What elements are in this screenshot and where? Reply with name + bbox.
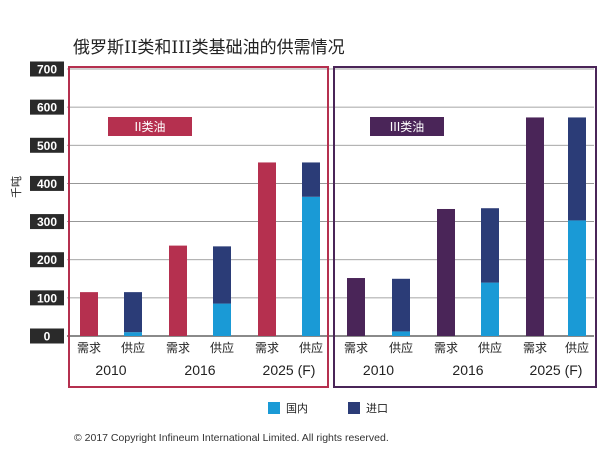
x-label-year: 2010 xyxy=(95,362,126,378)
supply-import-bar xyxy=(124,292,142,333)
group-tag xyxy=(370,117,444,136)
y-axis-label: 千吨 xyxy=(10,176,23,198)
x-label-demand: 需求 xyxy=(434,341,458,355)
y-tick-label: 200 xyxy=(37,253,57,267)
supply-domestic-bar xyxy=(392,331,410,336)
x-label-year: 2025 (F) xyxy=(263,362,316,378)
legend-label-domestic: 国内 xyxy=(286,402,308,415)
supply-domestic-bar xyxy=(568,220,586,336)
x-label-demand: 需求 xyxy=(166,341,190,355)
group-tag-label: III类油 xyxy=(390,120,425,134)
x-label-demand: 需求 xyxy=(77,341,101,355)
demand-bar xyxy=(169,245,187,336)
x-label-year: 2025 (F) xyxy=(530,362,583,378)
supply-import-bar xyxy=(392,278,410,332)
demand-bar xyxy=(437,208,455,336)
group-tag xyxy=(108,117,192,136)
y-tick-box xyxy=(30,290,64,306)
y-tick-label: 400 xyxy=(37,177,57,191)
legend-swatch-domestic xyxy=(268,402,280,414)
y-tick-label: 0 xyxy=(44,330,51,344)
x-label-year: 2010 xyxy=(363,362,394,378)
y-tick-box xyxy=(30,99,64,115)
y-tick-label: 600 xyxy=(37,101,57,115)
x-label-supply: 供应 xyxy=(565,340,589,355)
supply-domestic-bar xyxy=(481,282,499,336)
chart-title: 俄罗斯II类和III类基础油的供需情况 xyxy=(73,38,345,58)
legend-swatch-import xyxy=(348,402,360,414)
group-frame xyxy=(333,66,597,388)
legend-item-import: 进口 xyxy=(348,400,388,416)
demand-bar xyxy=(80,292,98,336)
x-label-supply: 供应 xyxy=(389,340,413,355)
supply-domestic-bar xyxy=(302,196,320,336)
supply-import-bar xyxy=(481,208,499,283)
x-label-supply: 供应 xyxy=(478,340,502,355)
x-label-year: 2016 xyxy=(184,362,215,378)
y-tick-box xyxy=(30,328,64,344)
y-tick-box xyxy=(30,61,64,77)
y-tick-label: 100 xyxy=(37,291,57,305)
x-label-supply: 供应 xyxy=(121,340,145,355)
y-tick-box xyxy=(30,214,64,230)
supply-import-bar xyxy=(568,117,586,221)
x-label-demand: 需求 xyxy=(255,341,279,355)
group-frame xyxy=(68,66,329,388)
demand-bar xyxy=(258,162,276,336)
x-label-year: 2016 xyxy=(452,362,483,378)
legend-label-import: 进口 xyxy=(366,402,388,415)
supply-domestic-bar xyxy=(124,332,142,336)
x-label-demand: 需求 xyxy=(344,341,368,355)
y-tick-label: 700 xyxy=(37,63,57,77)
group-tag-label: II类油 xyxy=(134,120,165,134)
supply-import-bar xyxy=(213,246,231,304)
x-label-supply: 供应 xyxy=(210,340,234,355)
copyright-text: © 2017 Copyright Infineum International … xyxy=(74,432,389,444)
y-tick-box xyxy=(30,252,64,268)
y-tick-label: 300 xyxy=(37,215,57,229)
supply-import-bar xyxy=(302,162,320,197)
x-label-supply: 供应 xyxy=(299,340,323,355)
y-tick-box xyxy=(30,175,64,191)
y-tick-label: 500 xyxy=(37,139,57,153)
x-label-demand: 需求 xyxy=(523,341,547,355)
legend-item-domestic: 国内 xyxy=(268,400,308,416)
demand-bar xyxy=(526,117,544,336)
supply-domestic-bar xyxy=(213,303,231,336)
demand-bar xyxy=(347,278,365,336)
y-tick-box xyxy=(30,137,64,153)
